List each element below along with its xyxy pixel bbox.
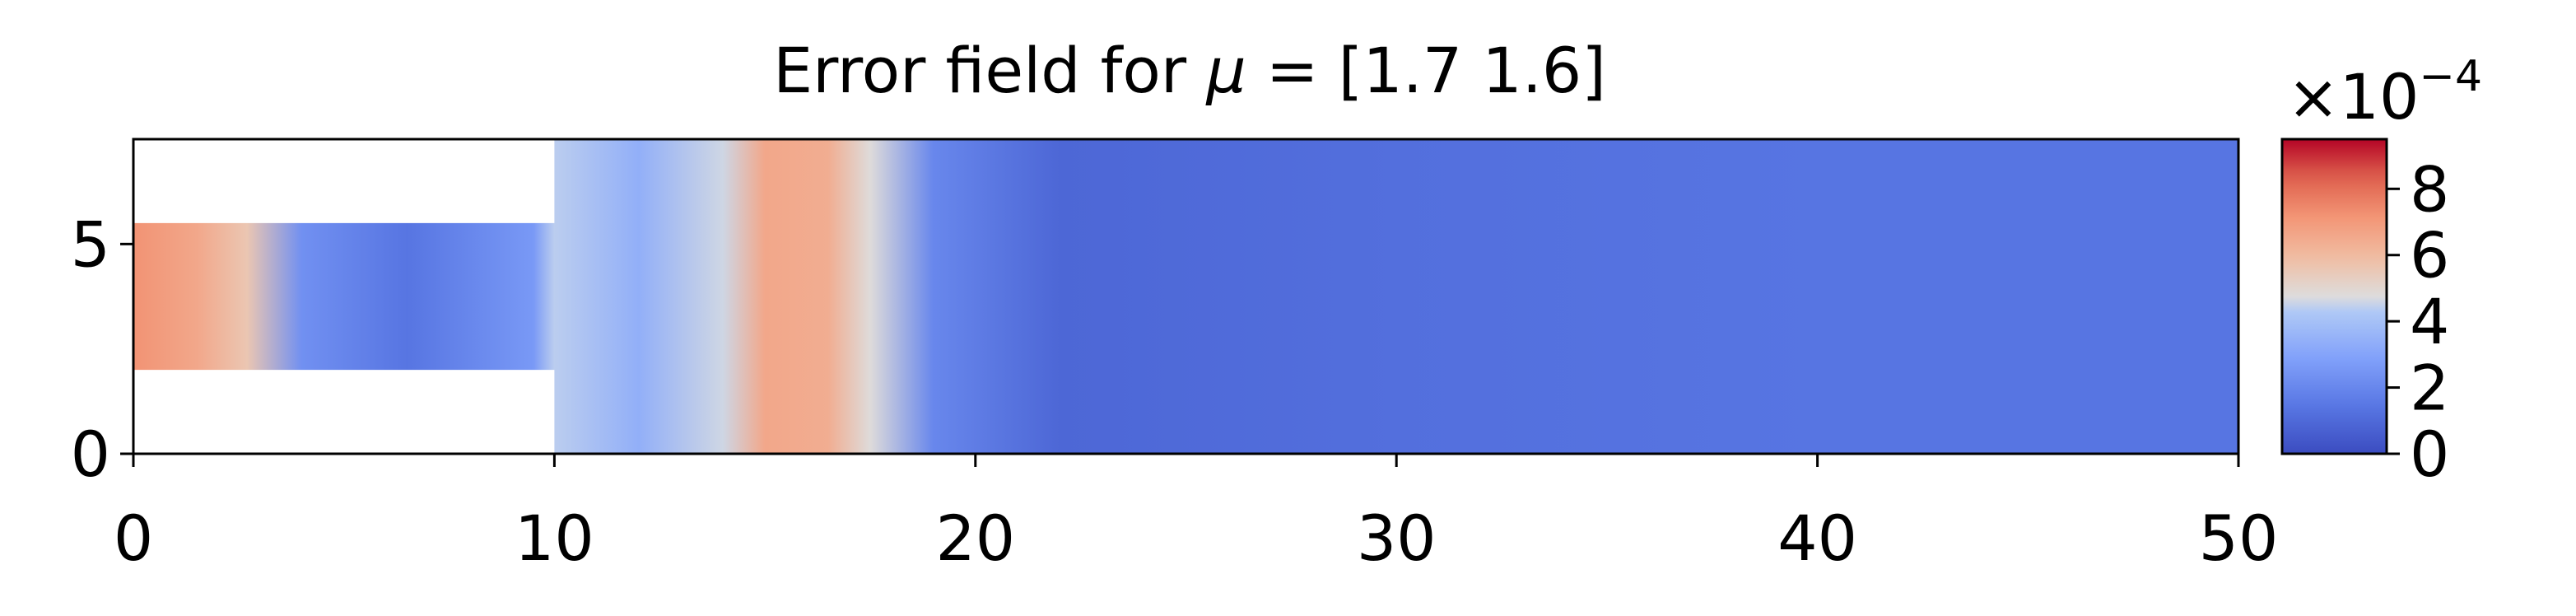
colorbar-tick-label: 4 <box>2410 285 2449 358</box>
colorbar-tick-label: 0 <box>2410 418 2449 491</box>
x-axis-ticks: 0 10 20 30 40 50 <box>114 454 2279 575</box>
x-tick-label: 50 <box>2199 502 2279 575</box>
x-tick-label: 10 <box>515 502 594 575</box>
x-tick-label: 0 <box>114 502 153 575</box>
colorbar-multiplier: ×10−4 <box>2287 52 2482 133</box>
x-tick-label: 20 <box>935 502 1015 575</box>
colorbar-tick-label: 2 <box>2410 352 2449 425</box>
plot-area: 0 10 20 30 40 50 05 <box>71 138 2279 575</box>
y-axis-ticks: 05 <box>71 208 133 491</box>
y-tick-label: 0 <box>71 418 110 491</box>
error-field-surface <box>133 139 2238 454</box>
colorbar-tick-label: 6 <box>2410 219 2449 292</box>
y-tick-label: 5 <box>71 208 110 281</box>
x-tick-label: 30 <box>1357 502 1437 575</box>
x-tick-label: 40 <box>1777 502 1857 575</box>
colorbar-gradient <box>2280 138 2388 455</box>
colorbar-tick-label: 8 <box>2410 152 2449 226</box>
chart-title: Error field for μ = [1.7 1.6] <box>773 34 1606 107</box>
plot-frame <box>132 138 2240 455</box>
